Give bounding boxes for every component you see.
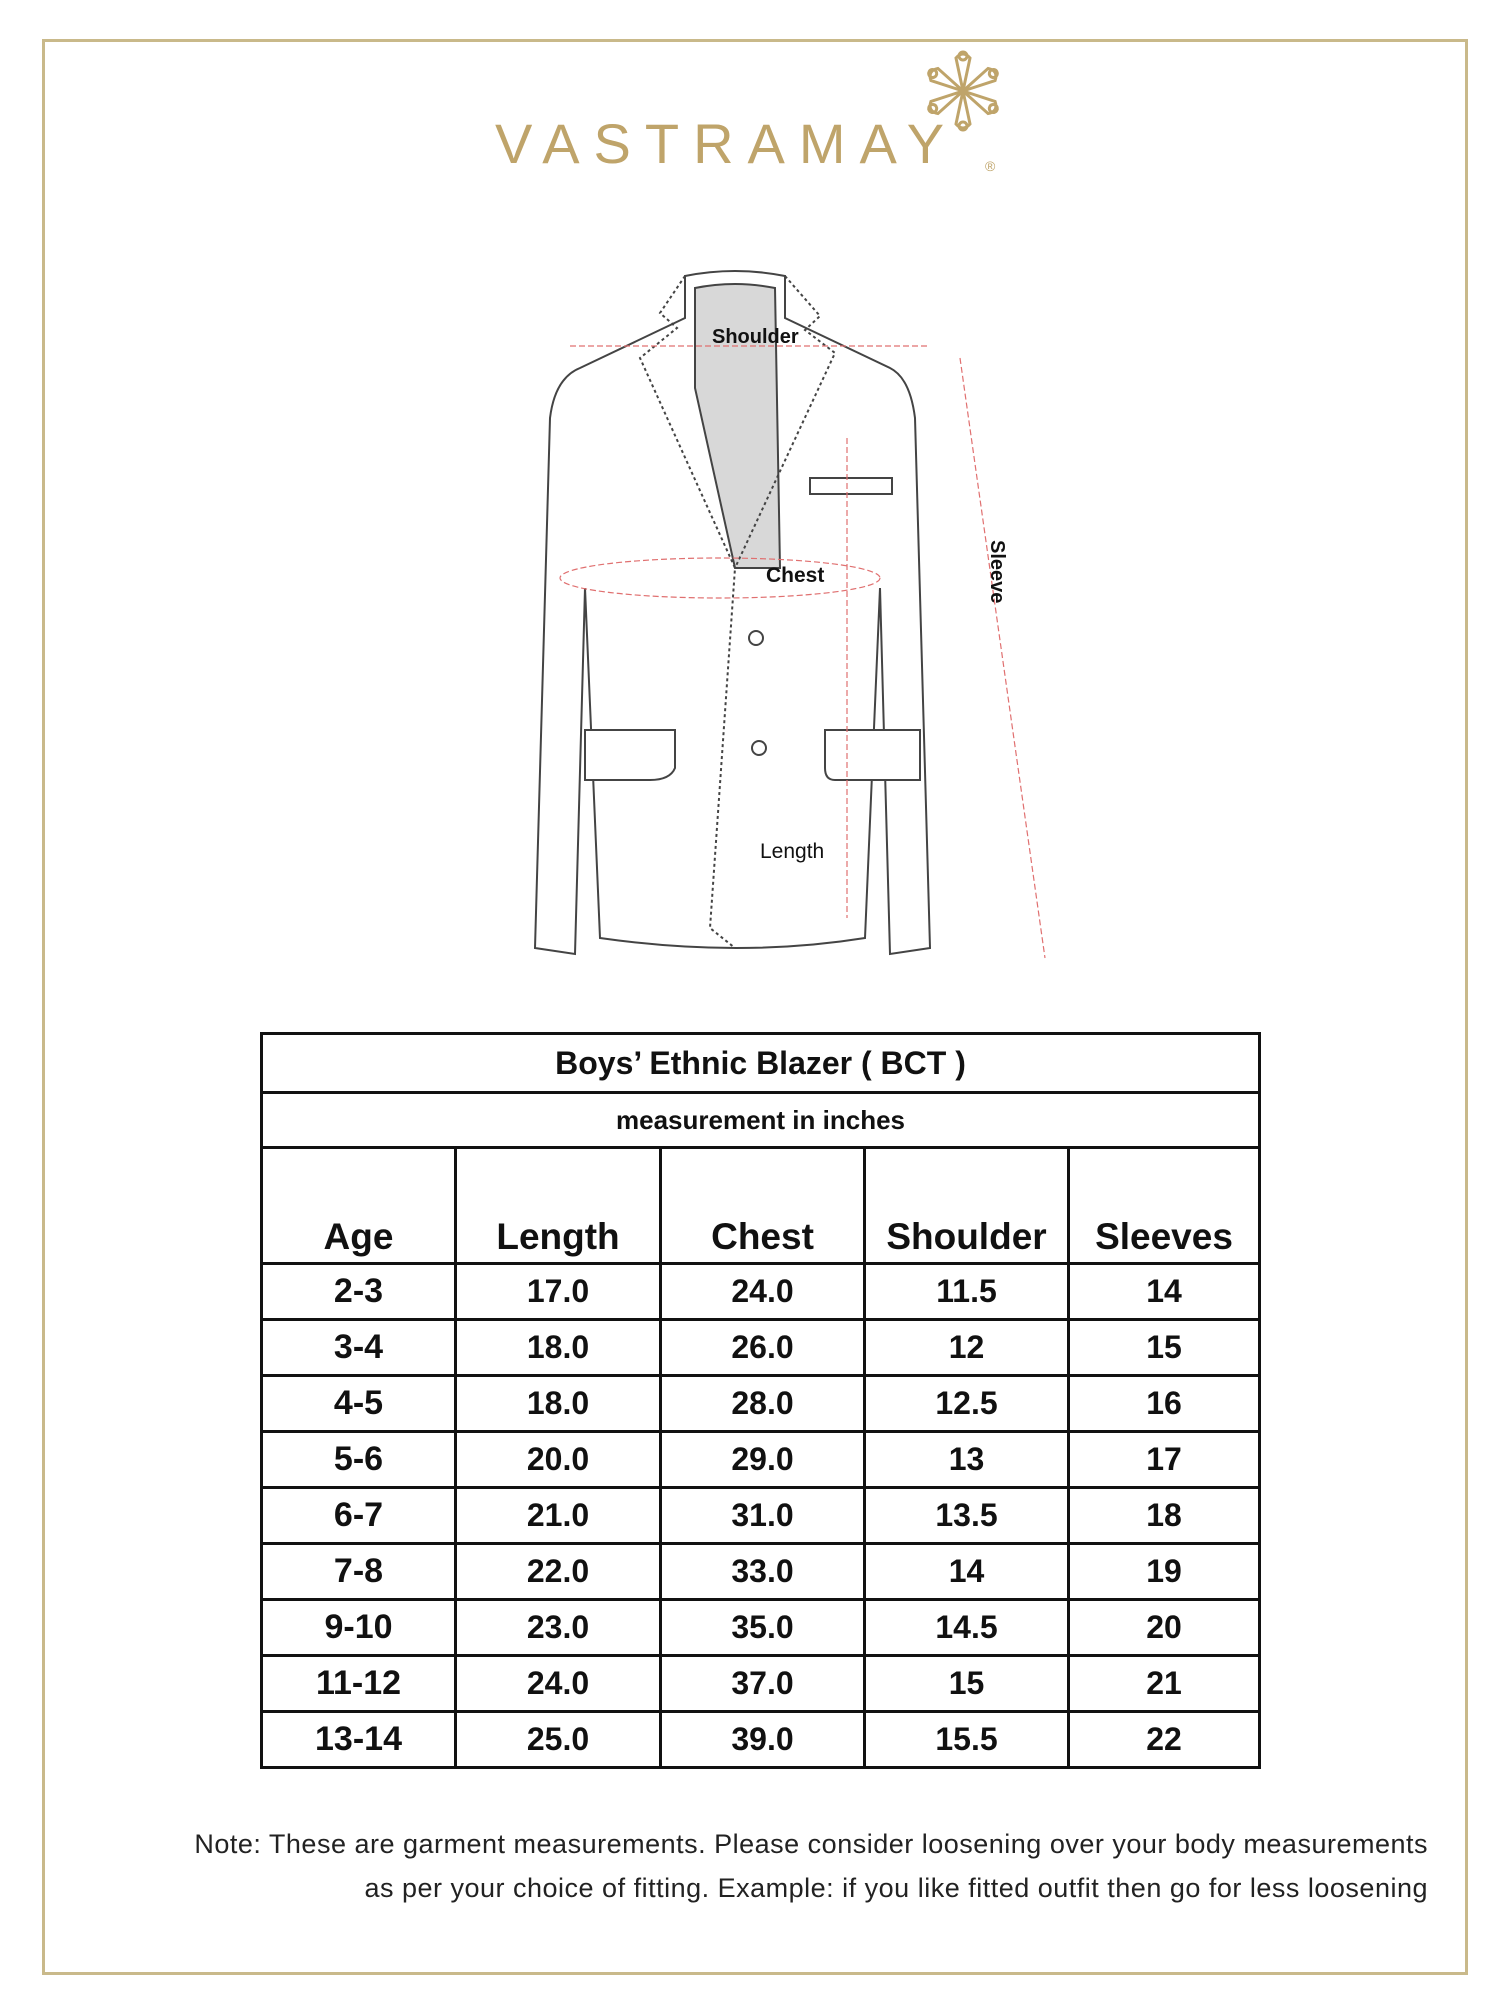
table-row: 13-14 25.0 39.0 15.5 22 — [260, 1710, 1261, 1769]
blazer-diagram — [533, 270, 1046, 959]
header-chest: Chest — [659, 1146, 866, 1265]
cell-age: 5-6 — [260, 1430, 457, 1489]
note-line-1: Note: These are garment measurements. Pl… — [194, 1829, 1428, 1859]
cell-length: 20.0 — [454, 1430, 662, 1489]
table-subtitle: measurement in inches — [260, 1091, 1261, 1149]
registered-mark: ® — [985, 158, 996, 174]
size-chart-table: Boys’ Ethnic Blazer ( BCT ) measurement … — [260, 1032, 1261, 1769]
header-age: Age — [260, 1146, 457, 1265]
cell-age: 4-5 — [260, 1374, 457, 1433]
cell-chest: 39.0 — [659, 1710, 866, 1769]
cell-age: 2-3 — [260, 1262, 457, 1321]
cell-chest: 28.0 — [659, 1374, 866, 1433]
header-shoulder: Shoulder — [863, 1146, 1070, 1265]
flower-emblem-icon — [924, 50, 1002, 132]
table-row: 4-5 18.0 28.0 12.5 16 — [260, 1374, 1261, 1433]
header-sleeves: Sleeves — [1067, 1146, 1261, 1265]
cell-length: 17.0 — [454, 1262, 662, 1321]
cell-chest: 29.0 — [659, 1430, 866, 1489]
chest-label: Chest — [766, 564, 825, 587]
cell-chest: 24.0 — [659, 1262, 866, 1321]
cell-chest: 31.0 — [659, 1486, 866, 1545]
cell-sleeves: 15 — [1067, 1318, 1261, 1377]
cell-length: 22.0 — [454, 1542, 662, 1601]
cell-sleeves: 21 — [1067, 1654, 1261, 1713]
cell-length: 23.0 — [454, 1598, 662, 1657]
table-row: 7-8 22.0 33.0 14 19 — [260, 1542, 1261, 1601]
length-label: Length — [760, 840, 825, 863]
cell-shoulder: 13 — [863, 1430, 1070, 1489]
cell-shoulder: 13.5 — [863, 1486, 1070, 1545]
cell-sleeves: 18 — [1067, 1486, 1261, 1545]
cell-length: 25.0 — [454, 1710, 662, 1769]
cell-shoulder: 14.5 — [863, 1598, 1070, 1657]
table-row: 2-3 17.0 24.0 11.5 14 — [260, 1262, 1261, 1321]
table-row: 11-12 24.0 37.0 15 21 — [260, 1654, 1261, 1713]
table-row: 9-10 23.0 35.0 14.5 20 — [260, 1598, 1261, 1657]
cell-sleeves: 19 — [1067, 1542, 1261, 1601]
cell-sleeves: 22 — [1067, 1710, 1261, 1769]
table-row: 3-4 18.0 26.0 12 15 — [260, 1318, 1261, 1377]
brand-logo: VASTRAMAY — [495, 112, 959, 175]
cell-age: 11-12 — [260, 1654, 457, 1713]
cell-chest: 26.0 — [659, 1318, 866, 1377]
cell-age: 6-7 — [260, 1486, 457, 1545]
cell-age: 13-14 — [260, 1710, 457, 1769]
cell-chest: 33.0 — [659, 1542, 866, 1601]
table-row: 5-6 20.0 29.0 13 17 — [260, 1430, 1261, 1489]
cell-shoulder: 15 — [863, 1654, 1070, 1713]
cell-sleeves: 17 — [1067, 1430, 1261, 1489]
cell-length: 18.0 — [454, 1374, 662, 1433]
cell-shoulder: 12 — [863, 1318, 1070, 1377]
sleeve-label: Sleeve — [986, 540, 1008, 604]
cell-chest: 35.0 — [659, 1598, 866, 1657]
cell-sleeves: 20 — [1067, 1598, 1261, 1657]
cell-sleeves: 14 — [1067, 1262, 1261, 1321]
page-border — [42, 39, 1468, 1975]
header-length: Length — [454, 1146, 662, 1265]
note-line-2: as per your choice of fitting. Example: … — [364, 1873, 1428, 1903]
cell-chest: 37.0 — [659, 1654, 866, 1713]
cell-age: 7-8 — [260, 1542, 457, 1601]
cell-shoulder: 15.5 — [863, 1710, 1070, 1769]
cell-age: 3-4 — [260, 1318, 457, 1377]
shoulder-label: Shoulder — [712, 326, 799, 348]
cell-length: 24.0 — [454, 1654, 662, 1713]
cell-length: 18.0 — [454, 1318, 662, 1377]
cell-age: 9-10 — [260, 1598, 457, 1657]
cell-shoulder: 11.5 — [863, 1262, 1070, 1321]
cell-shoulder: 12.5 — [863, 1374, 1070, 1433]
table-header-row: Age Length Chest Shoulder Sleeves — [260, 1146, 1261, 1265]
note: Note: These are garment measurements. Pl… — [68, 1822, 1428, 1910]
cell-length: 21.0 — [454, 1486, 662, 1545]
cell-sleeves: 16 — [1067, 1374, 1261, 1433]
table-row: 6-7 21.0 31.0 13.5 18 — [260, 1486, 1261, 1545]
cell-shoulder: 14 — [863, 1542, 1070, 1601]
table-title: Boys’ Ethnic Blazer ( BCT ) — [260, 1032, 1261, 1094]
